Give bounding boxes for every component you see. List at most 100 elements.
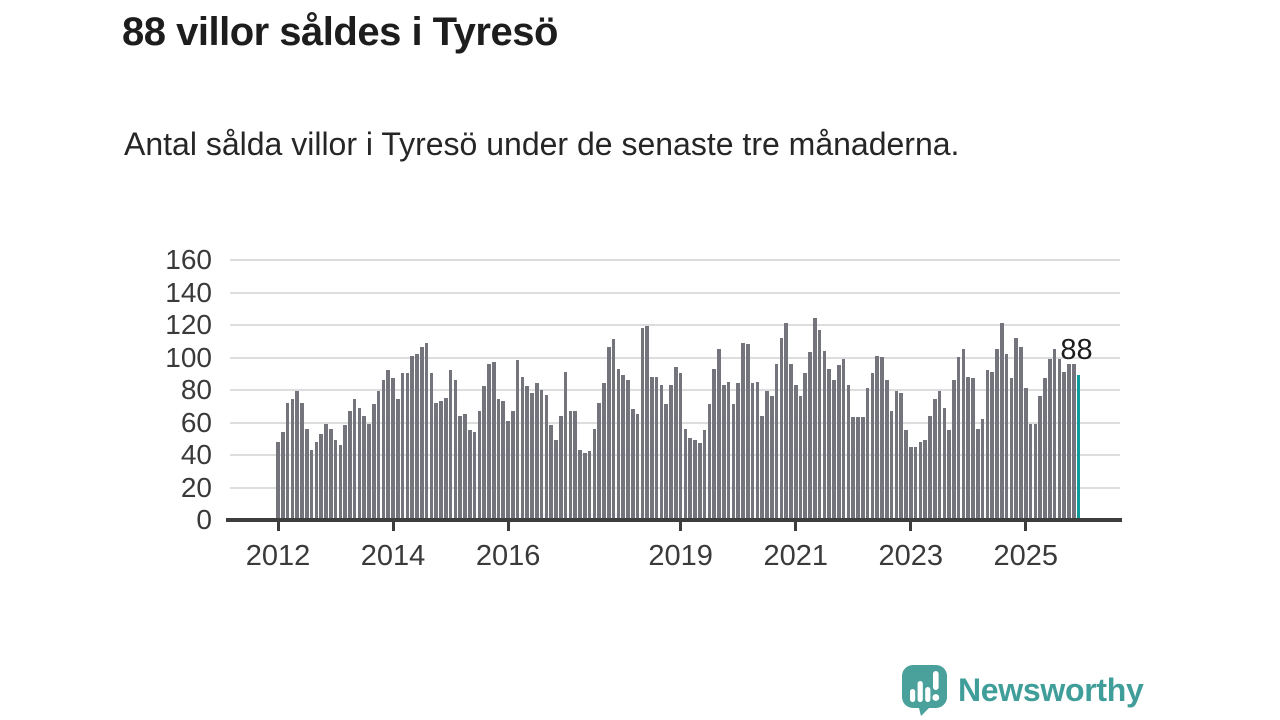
bar [736, 383, 740, 518]
bar [400, 373, 405, 518]
x-tick-2021 [794, 522, 798, 531]
bar [1000, 323, 1004, 518]
y-axis-label-140: 140 [165, 276, 212, 308]
bar [976, 428, 980, 518]
bar [774, 363, 779, 518]
bar [578, 449, 582, 518]
bar [559, 415, 563, 518]
bar [429, 373, 434, 518]
x-tick-2023 [909, 522, 913, 531]
bar [990, 371, 995, 518]
bar [477, 410, 482, 518]
bar [434, 402, 438, 518]
bar [813, 318, 817, 518]
bar [707, 404, 712, 518]
bar [424, 342, 429, 518]
bar [1071, 363, 1076, 518]
bar [511, 410, 515, 518]
bar [817, 329, 822, 518]
bar [731, 404, 736, 518]
bar [755, 381, 760, 518]
bar [453, 379, 458, 518]
bar [899, 392, 903, 518]
bar [798, 396, 803, 518]
bar [300, 402, 304, 518]
bar [592, 428, 597, 518]
bar [386, 370, 391, 518]
bar [741, 342, 745, 518]
bar [1062, 371, 1066, 518]
bar [352, 399, 357, 518]
bar [506, 420, 510, 518]
bar [664, 404, 669, 518]
bar [285, 402, 290, 518]
bar [765, 391, 769, 518]
bar [491, 362, 496, 518]
bar [405, 373, 410, 518]
bar [745, 344, 750, 518]
bar [280, 431, 285, 518]
bar [1038, 396, 1042, 518]
bar [621, 375, 625, 518]
y-axis-label-80: 80 [180, 374, 212, 405]
bar [956, 357, 961, 518]
bar [304, 428, 309, 518]
bar [496, 399, 501, 518]
bar [1028, 423, 1033, 518]
bar [698, 443, 702, 518]
bar [372, 404, 376, 518]
bar [328, 428, 333, 518]
chart-subtitle: Antal sålda villor i Tyresö under de sen… [124, 126, 960, 162]
y-axis-label-0: 0 [196, 504, 212, 535]
bar [415, 353, 419, 518]
bar [467, 430, 472, 518]
y-axis-label-60: 60 [180, 406, 212, 438]
bar [640, 327, 645, 518]
bar [573, 410, 577, 518]
bar [602, 383, 606, 518]
bar [539, 389, 544, 518]
bar [985, 370, 990, 518]
bar [861, 417, 865, 518]
newsworthy-badge-icon [902, 665, 947, 716]
y-axis-label-120: 120 [165, 309, 212, 340]
gridline-y-100 [230, 356, 1120, 359]
bar [309, 449, 314, 518]
bar [1024, 388, 1028, 518]
bar [827, 368, 832, 518]
bar [582, 453, 587, 518]
bar [544, 394, 549, 518]
bar [396, 399, 400, 518]
bar [793, 384, 798, 518]
gridline-y-160 [230, 259, 1120, 261]
gridline-y-140 [230, 291, 1120, 294]
bar [520, 376, 525, 518]
bar [942, 407, 947, 518]
bar [712, 368, 716, 518]
bar [884, 379, 889, 518]
bar [837, 365, 841, 518]
bar [952, 379, 956, 518]
bar [654, 376, 659, 518]
bar [875, 355, 879, 518]
bar [314, 441, 319, 518]
bar [410, 355, 414, 518]
x-axis-label-2016: 2016 [475, 540, 541, 572]
bar [1033, 423, 1038, 518]
bar [669, 384, 673, 518]
bar [348, 410, 352, 518]
bar [722, 384, 726, 518]
x-axis-label-2019: 2019 [648, 540, 713, 572]
bar [391, 378, 395, 518]
bar [439, 401, 443, 518]
bar [808, 352, 812, 518]
bar [324, 423, 328, 518]
bar [851, 417, 856, 518]
bar [1019, 347, 1023, 518]
bar [678, 373, 683, 518]
bar [472, 431, 477, 518]
bar [568, 410, 573, 518]
bar [295, 391, 299, 518]
bar [650, 376, 654, 518]
